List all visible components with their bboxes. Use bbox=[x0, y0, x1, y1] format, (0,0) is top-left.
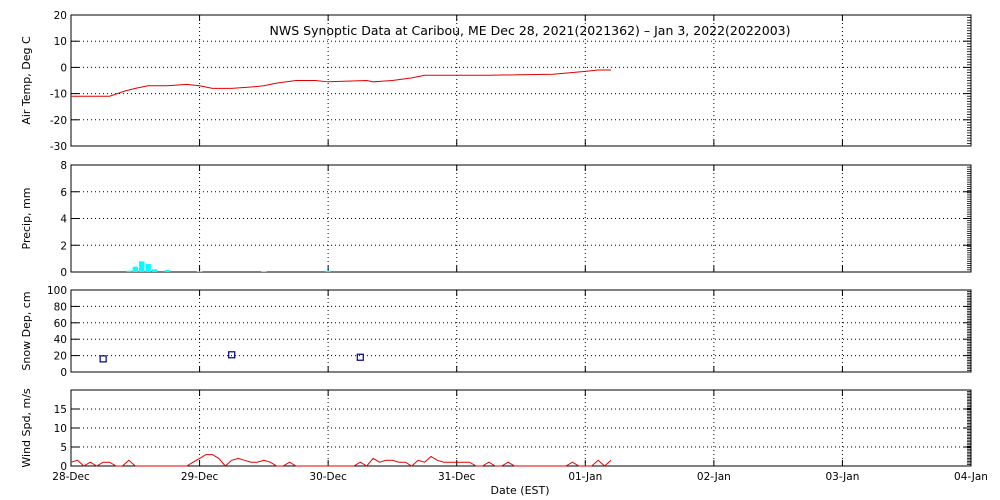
y-axis-label-air_temp: Air Temp, Deg C bbox=[20, 36, 33, 125]
chart-title: NWS Synoptic Data at Caribou, ME Dec 28,… bbox=[270, 23, 791, 38]
y-tick-label-snow_depth: 20 bbox=[54, 351, 67, 363]
precip-bar bbox=[145, 263, 151, 272]
precip-bar bbox=[196, 271, 203, 272]
panel-frame-snow_depth bbox=[70, 289, 972, 373]
y-tick-label-precip: 2 bbox=[60, 240, 67, 252]
y-tick-label-air_temp: 0 bbox=[60, 62, 67, 74]
x-tick-label: 29-Dec bbox=[181, 471, 219, 483]
y-tick-label-wind: 0 bbox=[60, 461, 67, 473]
y-tick-label-air_temp: 10 bbox=[54, 36, 67, 48]
y-tick-label-wind: 15 bbox=[54, 404, 67, 416]
precip-bar bbox=[325, 270, 331, 272]
series-line-wind bbox=[70, 454, 612, 467]
x-tick-label: 31-Dec bbox=[438, 471, 476, 483]
y-tick-label-snow_depth: 0 bbox=[60, 367, 67, 379]
x-tick-label: 01-Jan bbox=[568, 471, 602, 483]
x-tick-label: 04-Jan bbox=[954, 471, 988, 483]
y-tick-label-snow_depth: 40 bbox=[54, 334, 67, 346]
y-tick-label-precip: 0 bbox=[60, 267, 67, 279]
y-axis-label-precip: Precip, mm bbox=[20, 188, 33, 250]
precip-bar bbox=[164, 269, 171, 272]
y-axis-label-snow_depth: Snow Dep, cm bbox=[20, 291, 33, 370]
precip-bar bbox=[261, 271, 267, 272]
y-tick-label-precip: 4 bbox=[60, 214, 67, 226]
y-tick-label-snow_depth: 60 bbox=[54, 318, 67, 330]
snow-depth-point bbox=[356, 353, 364, 361]
y-tick-label-air_temp: -20 bbox=[50, 115, 67, 127]
precip-bar bbox=[126, 270, 132, 272]
x-tick-label: 30-Dec bbox=[309, 471, 347, 483]
precip-bar bbox=[151, 269, 158, 272]
snow-depth-point bbox=[228, 351, 236, 359]
x-axis-label: Date (EST) bbox=[490, 484, 549, 497]
y-tick-label-air_temp: -10 bbox=[50, 89, 67, 101]
x-tick-label: 28-Dec bbox=[52, 471, 90, 483]
y-tick-label-snow_depth: 100 bbox=[47, 285, 67, 297]
y-tick-label-air_temp: 20 bbox=[54, 10, 67, 22]
series-line-air_temp bbox=[71, 69, 611, 97]
precip-bar bbox=[139, 261, 145, 272]
y-tick-label-air_temp: -30 bbox=[50, 141, 67, 153]
y-tick-label-precip: 8 bbox=[60, 160, 67, 172]
x-tick-label: 02-Jan bbox=[697, 471, 731, 483]
precip-bar bbox=[132, 266, 138, 272]
y-tick-label-precip: 6 bbox=[60, 187, 67, 199]
y-tick-label-snow_depth: 80 bbox=[54, 301, 67, 313]
snow-depth-point bbox=[99, 355, 107, 363]
y-tick-label-wind: 5 bbox=[60, 442, 67, 454]
x-tick-label: 03-Jan bbox=[825, 471, 859, 483]
y-tick-label-wind: 10 bbox=[54, 423, 67, 435]
y-axis-label-wind: Wind Spd, m/s bbox=[20, 388, 33, 468]
